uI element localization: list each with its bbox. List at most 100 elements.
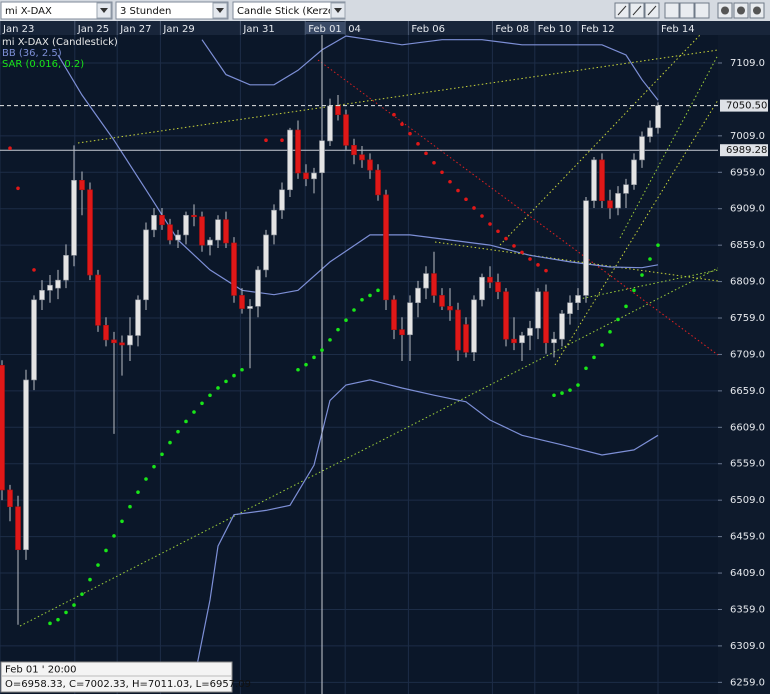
sar-dot (176, 429, 180, 434)
symbol-text: mi X-DAX (5, 6, 52, 17)
candle-down (191, 214, 197, 218)
sar-dot (32, 268, 36, 272)
candle-up (639, 136, 645, 161)
sar-dot (168, 440, 172, 445)
candle-down (599, 159, 605, 201)
sar-dot (352, 308, 356, 312)
candle-up (319, 140, 325, 174)
sar-dot (624, 304, 628, 309)
sar-dot (568, 388, 572, 392)
sar-dot (336, 327, 340, 332)
candle-up (143, 229, 149, 301)
candle-up (647, 127, 653, 137)
sar-dot (216, 386, 220, 390)
candle-up (631, 159, 637, 185)
candle-up (535, 291, 541, 329)
last-price-box (720, 99, 768, 112)
candle-up (527, 327, 533, 336)
chart-type-dropdown[interactable]: Candle Stick (Kerze (232, 1, 346, 20)
y-tick-label: 7109.0 (730, 58, 765, 69)
candle-up (39, 290, 45, 301)
sar-dot (424, 151, 428, 156)
candle-down (399, 329, 405, 336)
candle-down (455, 309, 461, 351)
candle-down (239, 295, 245, 309)
candle-down (7, 489, 13, 508)
candle-down (15, 506, 21, 551)
candle-up (415, 287, 421, 304)
tool-buttons[interactable] (614, 2, 765, 19)
candle-up (423, 273, 429, 289)
sar-dot (360, 297, 364, 302)
sar-dot (80, 592, 84, 596)
sar-dot (144, 477, 148, 481)
x-tick-label: Feb 12 (581, 24, 615, 35)
sar-dot (232, 373, 236, 378)
candle-up (135, 299, 141, 336)
candle-down (383, 194, 389, 301)
candle-down (503, 291, 509, 340)
y-tick-label: 6509.0 (730, 495, 765, 506)
interval-dropdown[interactable]: 3 Stunden (115, 1, 229, 20)
x-tick-label: Feb 08 (495, 24, 529, 35)
y-tick-label: 6609.0 (730, 422, 765, 433)
trendlines (19, 35, 718, 627)
x-tick-label: Jan 29 (162, 24, 194, 35)
candle-up (479, 276, 485, 301)
y-tick-label: 6259.0 (730, 677, 765, 688)
sar-dot (320, 348, 324, 352)
candle-up (23, 379, 29, 551)
chart-type-text: Candle Stick (Kerze (237, 6, 334, 17)
candle-up (311, 172, 317, 180)
sar-dot (512, 244, 516, 248)
sar-dot (88, 577, 92, 582)
candle-up (655, 105, 661, 129)
candle-up (407, 302, 413, 336)
sar-dot (208, 393, 212, 398)
x-tick-label: Jan 25 (77, 24, 109, 35)
candle-down (375, 169, 381, 196)
candle-up (247, 306, 253, 309)
sar-dot (136, 490, 140, 494)
candle-down (463, 324, 469, 353)
symbol-dropdown[interactable]: mi X-DAX (0, 1, 113, 20)
sar-dot (488, 222, 492, 226)
bollinger-middle (57, 54, 659, 296)
x-tick-label: Feb 01 (308, 24, 342, 35)
legend-sar: SAR (0.016, 0.2) (2, 59, 84, 70)
candle-up (591, 159, 597, 201)
sar-dot (160, 452, 164, 457)
sar-dot (280, 138, 284, 143)
y-tick-label: 6409.0 (730, 568, 765, 579)
candle-up (287, 129, 293, 191)
date-strip (0, 21, 770, 35)
sar-dot (120, 519, 124, 524)
crosshair-price-box (720, 144, 768, 157)
candle-up (47, 284, 53, 291)
candle-up (279, 189, 285, 211)
crosshair-price-label: 6989.28 (726, 145, 767, 156)
sar-dot (312, 355, 316, 360)
legend-title: mi X-DAX (Candlestick) (2, 37, 118, 48)
candle-down (199, 216, 205, 246)
sar-dot (8, 146, 12, 151)
sar-dot (296, 367, 300, 372)
candle-up (615, 193, 621, 209)
sar-dot (392, 112, 396, 117)
sar-dot (304, 362, 308, 367)
candle-up (471, 299, 477, 353)
info-time: Feb 01 ' 20:00 (5, 665, 77, 676)
sar-dot (472, 206, 476, 210)
sar-dot (192, 410, 196, 414)
bollinger-lower (193, 379, 659, 681)
sar-dot (576, 383, 580, 387)
sar-dot (432, 161, 436, 165)
candle-up (623, 184, 629, 194)
candle-down (487, 276, 493, 283)
candle-down (447, 306, 453, 311)
sar-dot (224, 379, 228, 384)
sar-dot (640, 273, 644, 277)
sar-dot (64, 610, 68, 615)
candle-down (167, 224, 173, 241)
sar-dot (520, 250, 524, 255)
